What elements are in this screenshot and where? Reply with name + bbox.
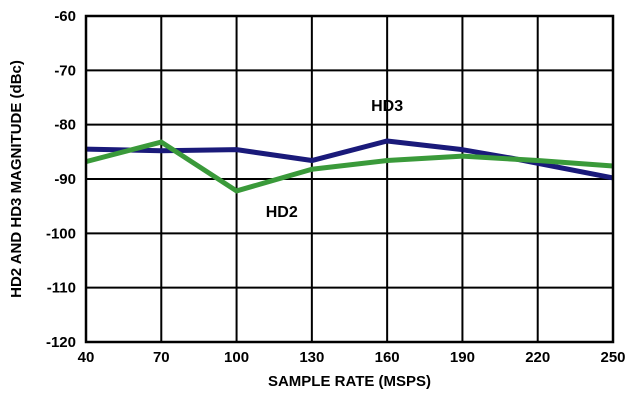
y-tick-label: -70 bbox=[54, 62, 76, 79]
x-tick-label: 220 bbox=[525, 349, 550, 366]
gridlines bbox=[85, 15, 614, 343]
annotation-hd3: HD3 bbox=[371, 98, 403, 115]
annotation-hd2: HD2 bbox=[266, 204, 298, 221]
x-tick-label: 250 bbox=[600, 349, 625, 366]
x-tick-label: 100 bbox=[224, 349, 249, 366]
y-axis-title: HD2 AND HD3 MAGNITUDE (dBc) bbox=[8, 60, 25, 298]
x-axis-title: SAMPLE RATE (MSPS) bbox=[268, 373, 431, 390]
y-tick-label: -120 bbox=[46, 334, 76, 351]
plot-frame bbox=[84, 14, 615, 344]
x-tick-label: 70 bbox=[153, 349, 170, 366]
y-tick-label: -60 bbox=[54, 8, 76, 25]
y-tick-label: -90 bbox=[54, 171, 76, 188]
x-tick-label: 130 bbox=[299, 349, 324, 366]
y-tick-label: -110 bbox=[47, 280, 76, 297]
y-tick-label: -80 bbox=[54, 117, 76, 134]
x-tick-label: 160 bbox=[375, 349, 400, 366]
y-tick-labels: -60 -70 -80 -90 -100 -110 -120 bbox=[46, 8, 76, 351]
annotations: HD3 HD2 bbox=[266, 98, 404, 221]
y-tick-label: -100 bbox=[46, 225, 76, 242]
series-line-hd2 bbox=[85, 139, 614, 194]
x-tick-labels: 40 70 100 130 160 190 220 250 bbox=[78, 349, 626, 366]
x-tick-label: 40 bbox=[78, 349, 95, 366]
series-lines bbox=[85, 138, 614, 194]
x-tick-label: 190 bbox=[450, 349, 475, 366]
